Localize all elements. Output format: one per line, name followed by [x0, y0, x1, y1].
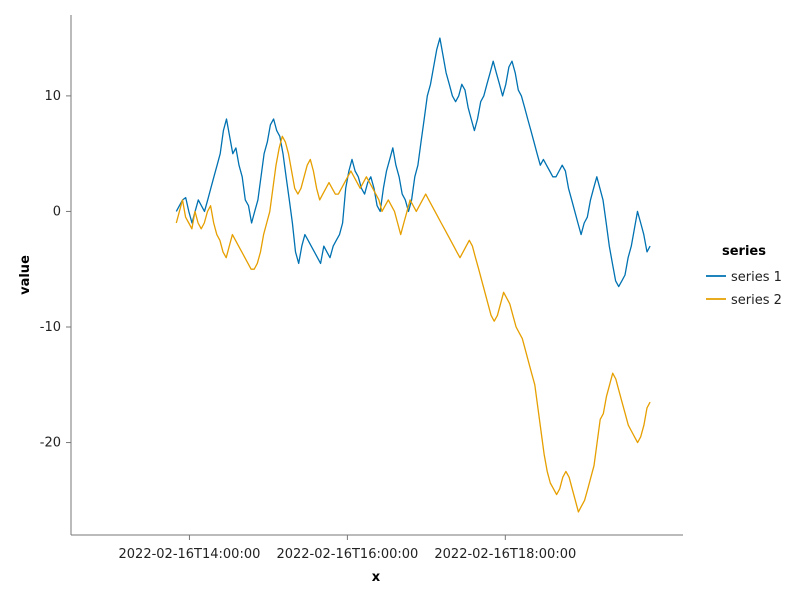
series-lines — [175, 37, 651, 513]
y-tick-label: -10 — [40, 320, 61, 335]
x-tick-label: 2022-02-16T18:00:00 — [434, 547, 576, 562]
series-line-1 — [175, 37, 651, 288]
series-line-2 — [175, 135, 651, 513]
legend-label: series 1 — [731, 270, 782, 285]
x-axis-ticks: 2022-02-16T14:00:00 2022-02-16T16:00:00 20… — [119, 535, 576, 562]
legend-label: series 2 — [731, 293, 782, 308]
plot-area: 100-10-20 2022-02-16T14:00:00 2022-02-16T… — [40, 15, 683, 562]
y-tick-label: -20 — [40, 436, 61, 451]
x-tick-label: 2022-02-16T14:00:00 — [119, 547, 261, 562]
legend-title: series — [722, 244, 766, 259]
legend: series series 1 series 2 — [706, 244, 782, 308]
legend-items: series 1 series 2 — [706, 270, 782, 308]
y-tick-label: 0 — [53, 204, 61, 219]
x-tick-label: 2022-02-16T16:00:00 — [276, 547, 418, 562]
y-axis-ticks: 10 0 -10 -20 — [40, 89, 71, 451]
y-tick-label: 10 — [44, 89, 61, 104]
x-axis-title: x — [372, 570, 381, 585]
y-axis-title: value — [18, 255, 33, 295]
